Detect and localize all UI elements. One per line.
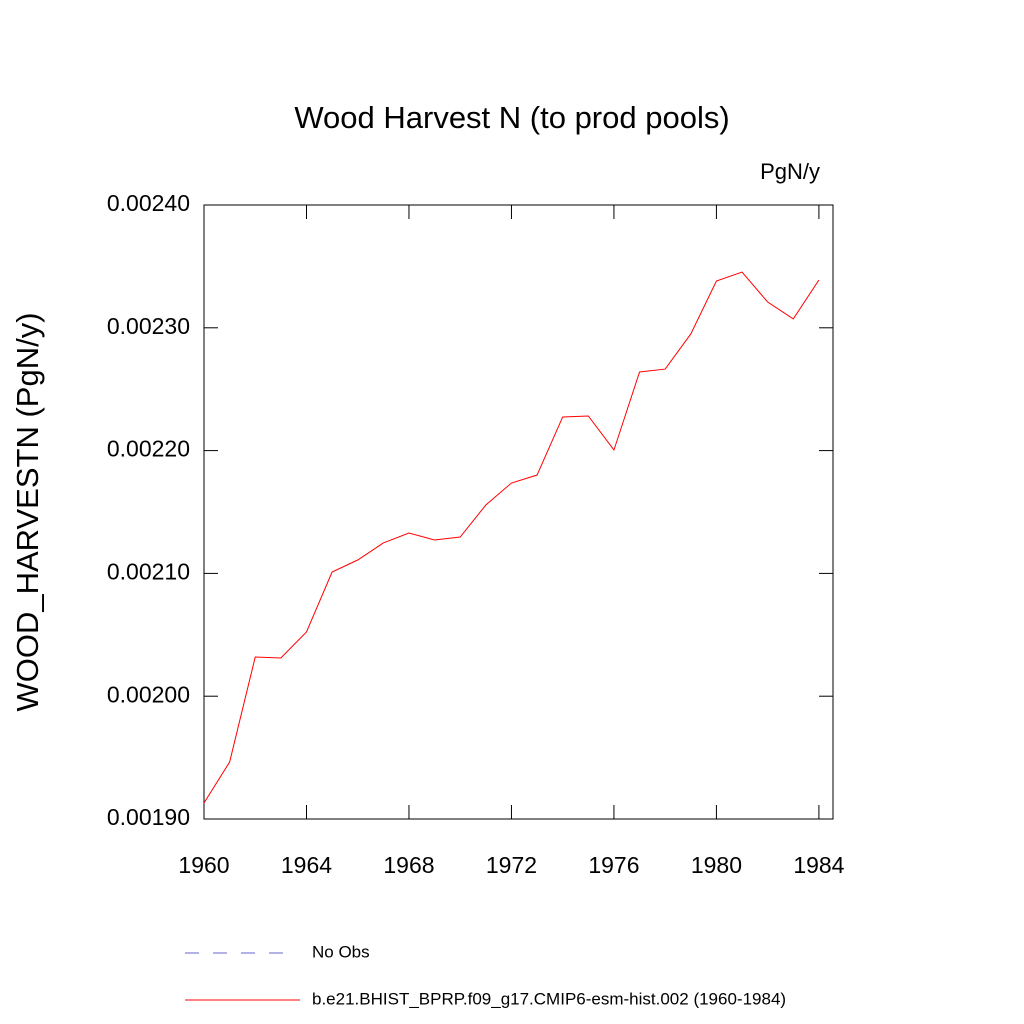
units-label: PgN/y — [760, 159, 820, 184]
x-tick-label: 1984 — [793, 852, 844, 878]
y-tick-label: 0.00220 — [107, 436, 190, 462]
x-tick-label: 1960 — [178, 852, 229, 878]
x-tick-label: 1968 — [383, 852, 434, 878]
legend-label: b.e21.BHIST_BPRP.f09_g17.CMIP6-esm-hist.… — [312, 989, 786, 1008]
chart-title: Wood Harvest N (to prod pools) — [294, 100, 729, 135]
plot-frame — [203, 204, 834, 820]
y-tick-label: 0.00190 — [107, 804, 190, 830]
y-tick-label: 0.00210 — [107, 558, 190, 584]
legend-label: No Obs — [312, 942, 370, 961]
y-axis-label: WOOD_HARVESTN (PgN/y) — [10, 312, 45, 711]
y-tick-label: 0.00240 — [107, 190, 190, 216]
x-tick-label: 1972 — [486, 852, 537, 878]
y-tick-label: 0.00230 — [107, 313, 190, 339]
x-tick-label: 1964 — [281, 852, 332, 878]
x-tick-label: 1976 — [588, 852, 639, 878]
data-line — [203, 271, 820, 804]
x-tick-label: 1980 — [691, 852, 742, 878]
y-tick-label: 0.00200 — [107, 681, 190, 707]
